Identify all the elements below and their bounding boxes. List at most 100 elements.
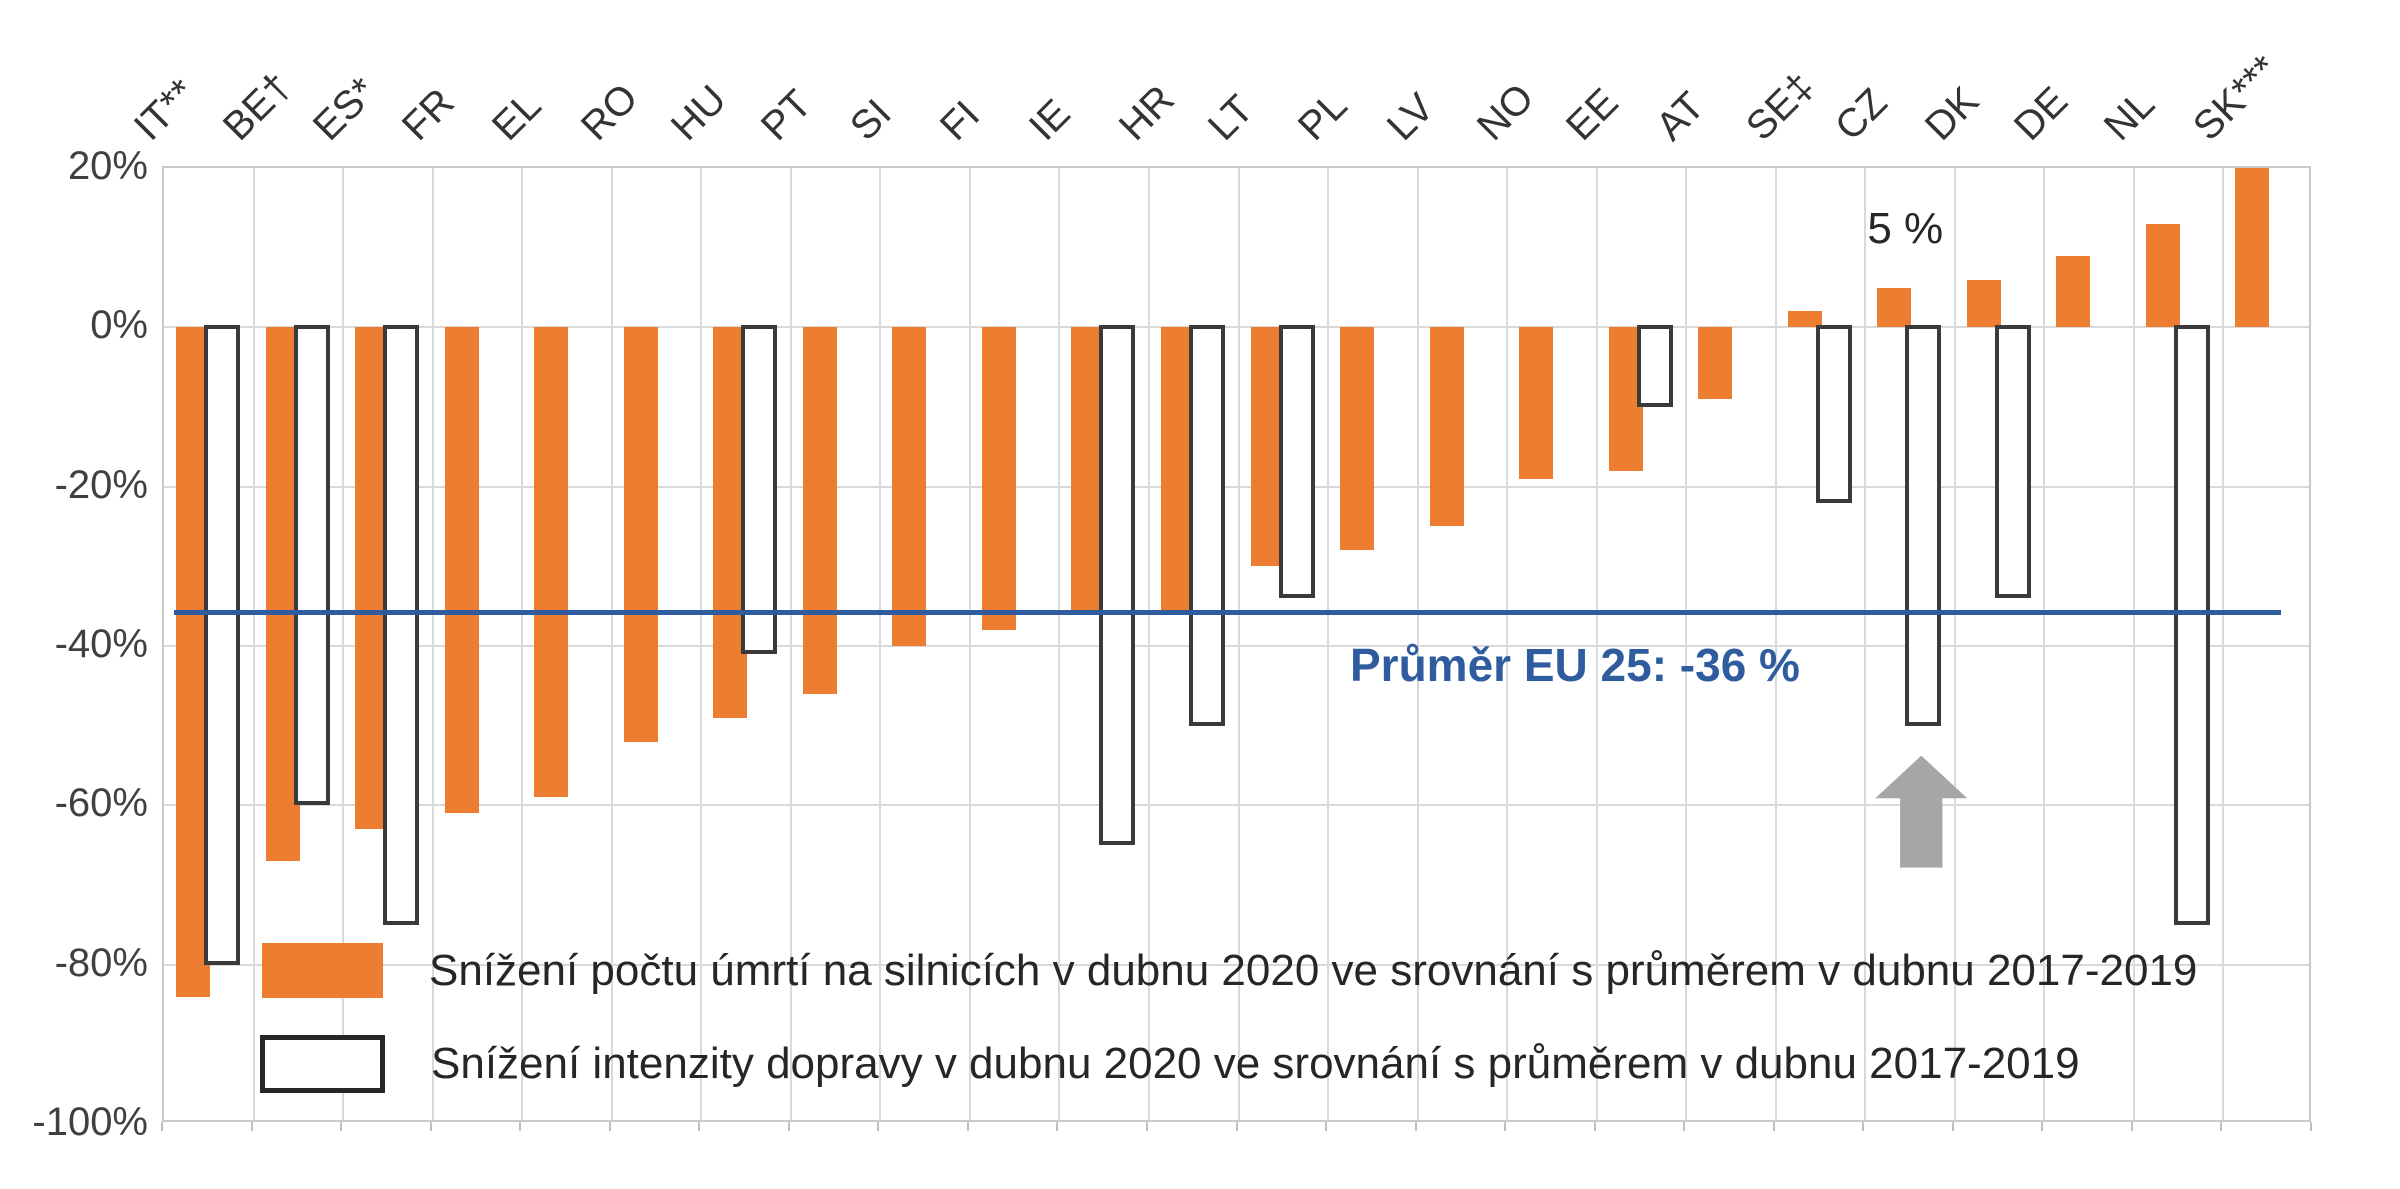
x-axis-tick (877, 1122, 880, 1131)
gridline-vertical (1058, 168, 1061, 1120)
bar-deaths-AT (1698, 327, 1733, 400)
gridline-vertical (1147, 168, 1150, 1120)
x-tick-label-SK***: SK*** (2185, 47, 2287, 149)
bar-traffic-HU (741, 325, 778, 654)
eu-average-label: Průměr EU 25: -36 % (1350, 639, 1800, 692)
y-tick-label: -20% (54, 462, 148, 507)
gridline-vertical (1774, 168, 1777, 1120)
bar-traffic-EE (1636, 325, 1673, 407)
legend-item-traffic: Snížení intenzity dopravy v dubnu 2020 v… (260, 1035, 2080, 1093)
x-tick-label-BE†: BE† (215, 64, 300, 149)
x-tick-label-DK: DK (1916, 78, 1987, 149)
gridline-vertical (431, 168, 434, 1120)
bar-deaths-SK*** (2235, 168, 2270, 328)
x-axis-tick (1772, 1122, 1775, 1131)
gridline-horizontal (164, 485, 2309, 488)
bar-deaths-DE (2056, 255, 2091, 328)
x-tick-label-IE: IE (1021, 91, 1079, 149)
gridline-vertical (1506, 168, 1509, 1120)
gridline-vertical (968, 168, 971, 1120)
x-tick-label-PL: PL (1289, 83, 1356, 149)
x-axis-tick (161, 1122, 163, 1131)
y-tick-label: -60% (54, 781, 148, 826)
x-tick-label-IT**: IT** (125, 70, 204, 149)
x-axis-tick (2041, 1122, 2044, 1131)
bar-deaths-NL (2145, 223, 2180, 328)
x-axis-tick (519, 1122, 522, 1131)
bar-traffic-LT (1278, 325, 1315, 599)
cz-value-label: 5 % (1867, 203, 1944, 253)
x-tick-label-PT: PT (752, 81, 820, 149)
gridline-vertical (252, 168, 255, 1120)
gridline-vertical (2043, 168, 2046, 1120)
bar-deaths-DK (1966, 279, 2001, 328)
x-axis-tick (1145, 1122, 1148, 1131)
gridline-vertical (700, 168, 703, 1120)
bar-traffic-IE (1099, 325, 1136, 846)
bar-deaths-CZ (1877, 287, 1912, 328)
gridline-vertical (1864, 168, 1867, 1120)
gridline-vertical (1327, 168, 1330, 1120)
bar-deaths-PT (802, 327, 837, 694)
x-axis-tick (608, 1122, 611, 1131)
gridline-vertical (342, 168, 345, 1120)
x-tick-label-HR: HR (1110, 77, 1183, 149)
x-tick-label-NL: NL (2095, 81, 2163, 149)
x-tick-label-SE‡: SE‡ (1737, 64, 1822, 149)
gridline-horizontal (164, 804, 2309, 807)
bar-deaths-NO (1519, 327, 1554, 479)
x-tick-label-LT: LT (1200, 86, 1263, 149)
x-axis-tick (1593, 1122, 1596, 1131)
y-tick-label: -80% (54, 940, 148, 985)
x-axis-tick (1862, 1122, 1865, 1131)
bar-traffic-CZ (1905, 325, 1942, 726)
x-tick-label-AT: AT (1647, 83, 1714, 149)
gridline-vertical (1237, 168, 1240, 1120)
bar-traffic-IT** (204, 325, 240, 965)
legend-swatch-traffic (260, 1035, 385, 1093)
x-axis-tick (1056, 1122, 1059, 1131)
x-axis-tick (787, 1122, 790, 1131)
x-axis-tick (1325, 1122, 1328, 1131)
legend-item-deaths: Snížení počtu úmrtí na silnicích v dubnu… (262, 943, 2197, 998)
gridline-vertical (1685, 168, 1688, 1120)
y-tick-label: -40% (54, 622, 148, 666)
x-tick-label-LV: LV (1379, 85, 1443, 149)
x-tick-label-RO: RO (573, 75, 647, 149)
gridline-vertical (1953, 168, 1956, 1120)
bar-deaths-EL (534, 327, 569, 798)
legend-swatch-deaths (262, 943, 383, 998)
x-tick-label-FR: FR (394, 80, 464, 149)
bar-deaths-FI (981, 327, 1016, 631)
bar-traffic-HR (1188, 325, 1225, 726)
x-axis-tick (1683, 1122, 1686, 1131)
bar-traffic-ES* (383, 325, 420, 925)
x-axis-tick (1951, 1122, 1954, 1131)
x-axis-tick (340, 1122, 343, 1131)
x-axis-tick (1235, 1122, 1238, 1131)
eu-average-line (174, 610, 2281, 616)
x-tick-label-SI: SI (841, 91, 900, 149)
x-tick-label-DE: DE (2006, 78, 2077, 149)
legend-label-traffic: Snížení intenzity dopravy v dubnu 2020 v… (431, 1039, 2080, 1088)
x-axis-tick (250, 1122, 253, 1131)
x-tick-label-CZ: CZ (1826, 80, 1896, 149)
y-tick-label: 20% (67, 144, 148, 188)
plot-area (162, 166, 2311, 1122)
bar-traffic-DK (1994, 325, 2031, 599)
x-tick-label-FI: FI (931, 92, 988, 149)
x-axis-tick (2220, 1122, 2223, 1131)
bar-deaths-RO (623, 327, 658, 742)
bar-traffic-NL (2173, 325, 2210, 925)
bar-deaths-SI (892, 327, 927, 646)
bar-deaths-LV (1429, 327, 1464, 527)
gridline-horizontal (164, 963, 2309, 966)
gridline-vertical (1416, 168, 1419, 1120)
gridline-vertical (1595, 168, 1598, 1120)
bar-deaths-SE‡ (1787, 311, 1822, 328)
x-axis-tick (2130, 1122, 2133, 1131)
x-axis-tick (1414, 1122, 1417, 1131)
x-axis-tick (698, 1122, 701, 1131)
y-tick-label: -100% (32, 1100, 148, 1144)
